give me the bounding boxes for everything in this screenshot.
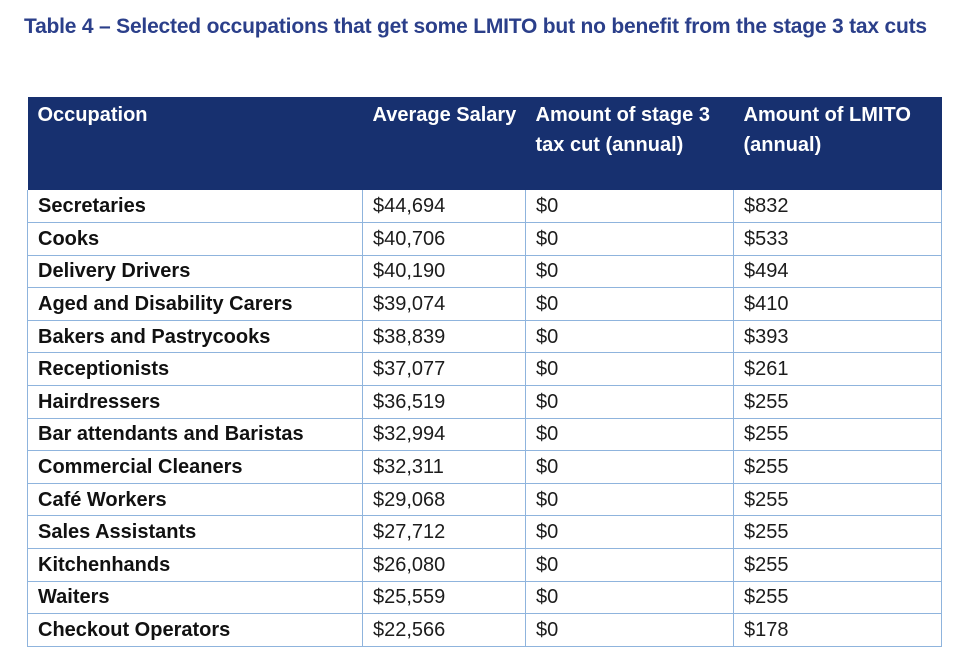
cell-stage3-tax-cut: $0 xyxy=(525,548,734,582)
cell-average-salary: $44,694 xyxy=(362,190,526,224)
cell-lmito: $393 xyxy=(733,319,942,354)
cell-lmito: $533 xyxy=(733,222,942,256)
table-row: Receptionists $37,077 $0 $261 xyxy=(27,352,942,387)
cell-average-salary: $32,994 xyxy=(362,417,526,452)
header-row: Occupation Average Salary Amount of stag… xyxy=(27,97,942,190)
table-row: Kitchenhands $26,080 $0 $255 xyxy=(27,548,942,582)
table-row: Bar attendants and Baristas $32,994 $0 $255 xyxy=(27,417,942,452)
cell-average-salary: $38,839 xyxy=(362,319,526,354)
cell-stage3-tax-cut: $0 xyxy=(525,417,734,452)
table-row: Delivery Drivers $40,190 $0 $494 xyxy=(27,254,942,289)
cell-lmito: $255 xyxy=(733,385,942,419)
header-stage3-tax-cut: Amount of stage 3 tax cut (annual) xyxy=(525,97,734,190)
cell-lmito: $261 xyxy=(733,352,942,387)
cell-occupation: Café Workers xyxy=(27,482,363,517)
cell-occupation: Commercial Cleaners xyxy=(27,450,363,484)
cell-stage3-tax-cut: $0 xyxy=(525,190,734,224)
cell-lmito: $255 xyxy=(733,450,942,484)
header-occupation: Occupation xyxy=(27,97,363,190)
cell-stage3-tax-cut: $0 xyxy=(525,385,734,419)
cell-occupation: Waiters xyxy=(27,580,363,615)
cell-average-salary: $36,519 xyxy=(362,385,526,419)
table-row: Sales Assistants $27,712 $0 $255 xyxy=(27,515,942,550)
cell-occupation: Kitchenhands xyxy=(27,548,363,582)
cell-lmito: $178 xyxy=(733,613,942,647)
cell-occupation: Checkout Operators xyxy=(27,613,363,647)
table-row: Hairdressers $36,519 $0 $255 xyxy=(27,385,942,419)
cell-stage3-tax-cut: $0 xyxy=(525,287,734,321)
table-row: Checkout Operators $22,566 $0 $178 xyxy=(27,613,942,647)
cell-stage3-tax-cut: $0 xyxy=(525,222,734,256)
cell-stage3-tax-cut: $0 xyxy=(525,515,734,550)
cell-average-salary: $37,077 xyxy=(362,352,526,387)
cell-lmito: $255 xyxy=(733,548,942,582)
cell-occupation: Bar attendants and Baristas xyxy=(27,417,363,452)
cell-stage3-tax-cut: $0 xyxy=(525,450,734,484)
table-header: Occupation Average Salary Amount of stag… xyxy=(27,97,942,190)
cell-average-salary: $32,311 xyxy=(362,450,526,484)
table-row: Secretaries $44,694 $0 $832 xyxy=(27,190,942,224)
table-body: Secretaries $44,694 $0 $832 Cooks $40,706 $0 $5… xyxy=(27,190,942,647)
cell-occupation: Secretaries xyxy=(27,190,363,224)
cell-occupation: Receptionists xyxy=(27,352,363,387)
occupations-table: Occupation Average Salary Amount of stag… xyxy=(27,97,942,647)
table-row: Café Workers $29,068 $0 $255 xyxy=(27,482,942,517)
cell-occupation: Aged and Disability Carers xyxy=(27,287,363,321)
cell-stage3-tax-cut: $0 xyxy=(525,613,734,647)
cell-occupation: Hairdressers xyxy=(27,385,363,419)
table-row: Aged and Disability Carers $39,074 $0 $410 xyxy=(27,287,942,321)
header-lmito: Amount of LMITO (annual) xyxy=(733,97,942,190)
table-row: Cooks $40,706 $0 $533 xyxy=(27,222,942,256)
cell-lmito: $255 xyxy=(733,515,942,550)
cell-average-salary: $26,080 xyxy=(362,548,526,582)
cell-occupation: Sales Assistants xyxy=(27,515,363,550)
cell-lmito: $255 xyxy=(733,580,942,615)
cell-occupation: Cooks xyxy=(27,222,363,256)
cell-occupation: Bakers and Pastrycooks xyxy=(27,319,363,354)
cell-lmito: $410 xyxy=(733,287,942,321)
cell-lmito: $255 xyxy=(733,417,942,452)
table-caption: Table 4 – Selected occupations that get … xyxy=(24,15,927,38)
cell-stage3-tax-cut: $0 xyxy=(525,580,734,615)
cell-stage3-tax-cut: $0 xyxy=(525,482,734,517)
cell-stage3-tax-cut: $0 xyxy=(525,319,734,354)
cell-average-salary: $39,074 xyxy=(362,287,526,321)
cell-average-salary: $27,712 xyxy=(362,515,526,550)
cell-lmito: $255 xyxy=(733,482,942,517)
cell-average-salary: $40,706 xyxy=(362,222,526,256)
table-row: Waiters $25,559 $0 $255 xyxy=(27,580,942,615)
table-row: Commercial Cleaners $32,311 $0 $255 xyxy=(27,450,942,484)
cell-occupation: Delivery Drivers xyxy=(27,254,363,289)
cell-lmito: $494 xyxy=(733,254,942,289)
cell-lmito: $832 xyxy=(733,190,942,224)
table-row: Bakers and Pastrycooks $38,839 $0 $393 xyxy=(27,319,942,354)
cell-average-salary: $40,190 xyxy=(362,254,526,289)
header-average-salary: Average Salary xyxy=(362,97,526,190)
cell-average-salary: $22,566 xyxy=(362,613,526,647)
cell-average-salary: $29,068 xyxy=(362,482,526,517)
cell-average-salary: $25,559 xyxy=(362,580,526,615)
cell-stage3-tax-cut: $0 xyxy=(525,352,734,387)
cell-stage3-tax-cut: $0 xyxy=(525,254,734,289)
